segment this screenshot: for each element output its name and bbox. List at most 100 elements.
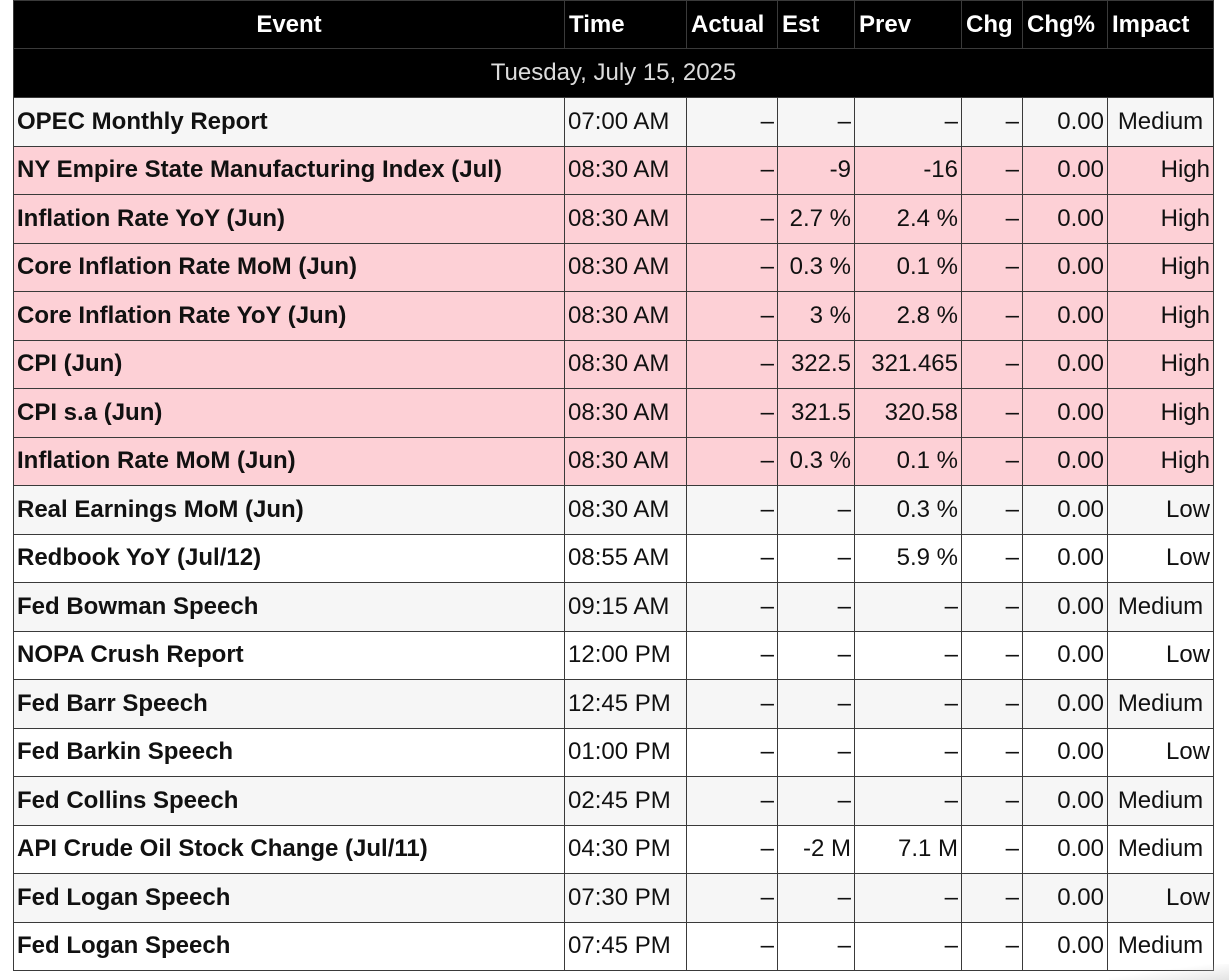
table-row[interactable]: Core Inflation Rate MoM (Jun) 08:30 AM –0.… <box>13 242 1214 292</box>
actual-value: – <box>686 679 778 729</box>
previous-value: – <box>854 776 962 826</box>
actual-value: – <box>686 436 778 486</box>
event-name: API Crude Oil Stock Change (Jul/11) <box>13 824 565 874</box>
table-row[interactable]: Fed Logan Speech 07:30 PM – – – –0.00 Low <box>13 873 1214 923</box>
event-name: CPI s.a (Jun) <box>13 388 565 438</box>
event-time: 08:30 AM <box>564 145 687 195</box>
estimate-value: 322.5 <box>777 339 855 389</box>
table-header: Event Time Actual Est Prev Chg Chg% Impa… <box>13 0 1214 49</box>
change-value: – <box>961 679 1023 729</box>
table-row[interactable]: Inflation Rate YoY (Jun) 08:30 AM –2.7 % 2.… <box>13 194 1214 244</box>
event-time: 02:45 PM <box>564 776 687 826</box>
event-time: 08:30 AM <box>564 388 687 438</box>
impact-level: Low <box>1107 533 1214 583</box>
previous-value: 321.465 <box>854 339 962 389</box>
actual-value: – <box>686 242 778 292</box>
change-value: – <box>961 727 1023 777</box>
table-row[interactable]: Real Earnings MoM (Jun) 08:30 AM – –0.3 % –0… <box>13 485 1214 535</box>
table-row[interactable]: OPEC Monthly Report 07:00 AM – – – –0.00 Mediu… <box>13 97 1214 147</box>
actual-value: – <box>686 582 778 632</box>
column-header-event[interactable]: Event <box>13 0 565 49</box>
change-value: – <box>961 145 1023 195</box>
estimate-value: -9 <box>777 145 855 195</box>
impact-level: Low <box>1107 727 1214 777</box>
table-row[interactable]: Fed Collins Speech 02:45 PM – – – –0.00 Medium <box>13 776 1214 826</box>
previous-value: 2.8 % <box>854 291 962 341</box>
table-row[interactable]: Fed Bowman Speech 09:15 AM – – – –0.00 Medium <box>13 582 1214 632</box>
change-pct-value: 0.00 <box>1022 727 1108 777</box>
change-pct-value: 0.00 <box>1022 533 1108 583</box>
estimate-value: 0.3 % <box>777 436 855 486</box>
change-pct-value: 0.00 <box>1022 242 1108 292</box>
change-pct-value: 0.00 <box>1022 485 1108 535</box>
column-header-chg[interactable]: Chg <box>961 0 1023 49</box>
event-time: 08:30 AM <box>564 242 687 292</box>
change-pct-value: 0.00 <box>1022 630 1108 680</box>
table-row[interactable]: NY Empire State Manufacturing Index (Jul… <box>13 145 1214 195</box>
estimate-value: – <box>777 727 855 777</box>
impact-level: High <box>1107 291 1214 341</box>
event-time: 08:30 AM <box>564 291 687 341</box>
column-header-impact[interactable]: Impact <box>1107 0 1214 49</box>
event-time: 04:30 PM <box>564 824 687 874</box>
change-value: – <box>961 97 1023 147</box>
change-pct-value: 0.00 <box>1022 194 1108 244</box>
change-pct-value: 0.00 <box>1022 145 1108 195</box>
table-row[interactable]: Redbook YoY (Jul/12) 08:55 AM – –5.9 % –0.00… <box>13 533 1214 583</box>
change-pct-value: 0.00 <box>1022 873 1108 923</box>
table-row[interactable]: CPI s.a (Jun) 08:30 AM –321.5 320.58–0.00 Hi… <box>13 388 1214 438</box>
previous-value: 0.1 % <box>854 242 962 292</box>
date-label: Tuesday, July 15, 2025 <box>13 48 1214 98</box>
table-row[interactable]: API Crude Oil Stock Change (Jul/11) 04:30… <box>13 824 1214 874</box>
column-header-actual[interactable]: Actual <box>686 0 778 49</box>
event-time: 09:15 AM <box>564 582 687 632</box>
table-row[interactable]: Fed Barkin Speech 01:00 PM – – – –0.00 Low <box>13 727 1214 777</box>
estimate-value: – <box>777 582 855 632</box>
table-row[interactable]: Inflation Rate MoM (Jun) 08:30 AM –0.3 % 0.… <box>13 436 1214 486</box>
event-name: Real Earnings MoM (Jun) <box>13 485 565 535</box>
previous-value: – <box>854 727 962 777</box>
change-pct-value: 0.00 <box>1022 97 1108 147</box>
estimate-value: – <box>777 679 855 729</box>
actual-value: – <box>686 485 778 535</box>
date-group-row: Tuesday, July 15, 2025 <box>13 48 1214 98</box>
estimate-value: 3 % <box>777 291 855 341</box>
previous-value: – <box>854 630 962 680</box>
change-value: – <box>961 339 1023 389</box>
table-row[interactable]: NOPA Crush Report 12:00 PM – – – –0.00 Low <box>13 630 1214 680</box>
event-name: NOPA Crush Report <box>13 630 565 680</box>
actual-value: – <box>686 824 778 874</box>
estimate-value: – <box>777 873 855 923</box>
estimate-value: 2.7 % <box>777 194 855 244</box>
table-row[interactable]: Fed Logan Speech 07:45 PM – – – –0.00 Medium <box>13 921 1214 971</box>
previous-value: 2.4 % <box>854 194 962 244</box>
previous-value: 7.1 M <box>854 824 962 874</box>
column-header-time[interactable]: Time <box>564 0 687 49</box>
event-name: Core Inflation Rate YoY (Jun) <box>13 291 565 341</box>
estimate-value: -2 M <box>777 824 855 874</box>
impact-level: Medium <box>1107 97 1214 147</box>
event-name: OPEC Monthly Report <box>13 97 565 147</box>
table-row[interactable]: CPI (Jun) 08:30 AM –322.5 321.465–0.00 High <box>13 339 1214 389</box>
change-value: – <box>961 291 1023 341</box>
impact-level: Low <box>1107 630 1214 680</box>
event-name: Fed Barr Speech <box>13 679 565 729</box>
column-header-est[interactable]: Est <box>777 0 855 49</box>
column-header-chg-pct[interactable]: Chg% <box>1022 0 1108 49</box>
change-value: – <box>961 242 1023 292</box>
change-pct-value: 0.00 <box>1022 679 1108 729</box>
change-pct-value: 0.00 <box>1022 824 1108 874</box>
impact-level: Low <box>1107 873 1214 923</box>
impact-level: Medium <box>1107 776 1214 826</box>
table-row[interactable]: Fed Barr Speech 12:45 PM – – – –0.00 Medium <box>13 679 1214 729</box>
change-pct-value: 0.00 <box>1022 388 1108 438</box>
estimate-value: 0.3 % <box>777 242 855 292</box>
impact-level: High <box>1107 388 1214 438</box>
change-value: – <box>961 824 1023 874</box>
previous-value: – <box>854 679 962 729</box>
column-header-prev[interactable]: Prev <box>854 0 962 49</box>
estimate-value: – <box>777 97 855 147</box>
event-name: Redbook YoY (Jul/12) <box>13 533 565 583</box>
table-row[interactable]: Core Inflation Rate YoY (Jun) 08:30 AM – 3 … <box>13 291 1214 341</box>
actual-value: – <box>686 921 778 971</box>
